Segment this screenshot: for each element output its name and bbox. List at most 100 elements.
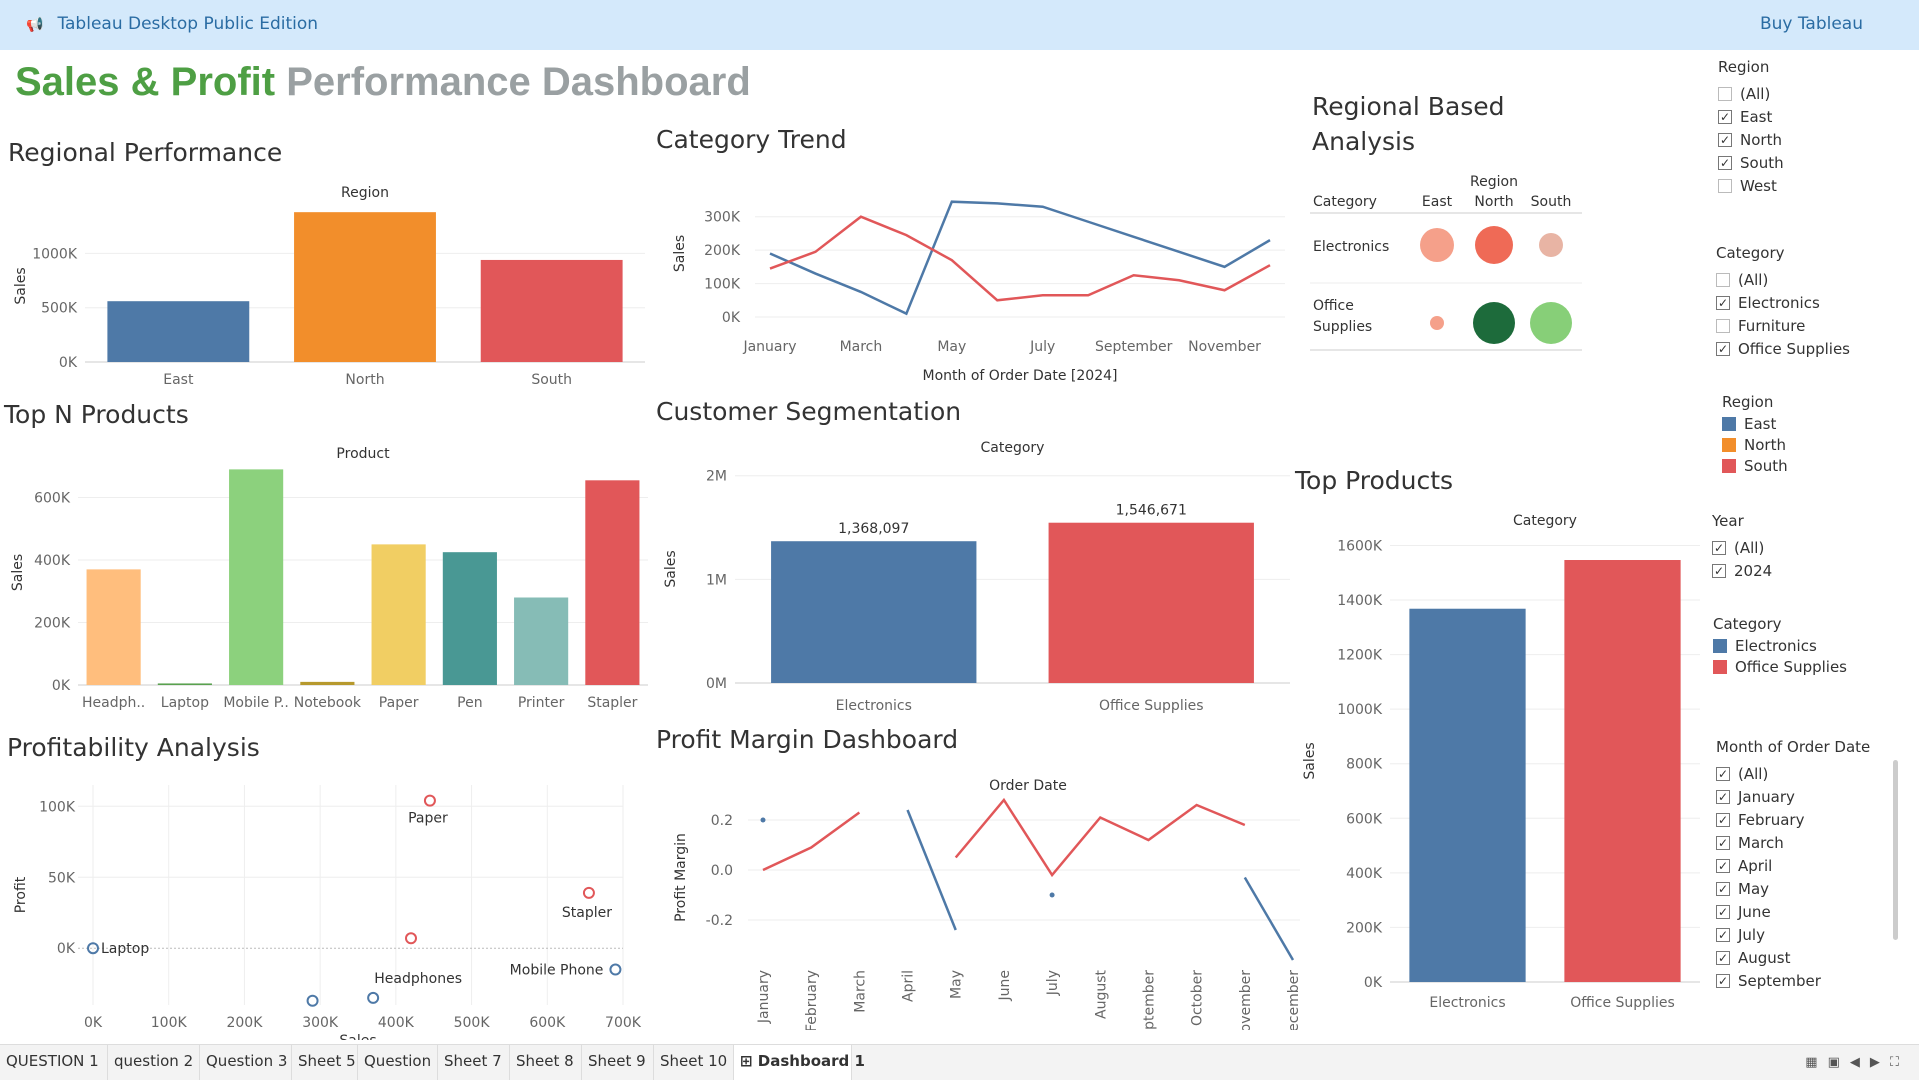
series-line-1[interactable] <box>954 797 1246 878</box>
filter-option[interactable]: ✓ South <box>1718 151 1784 174</box>
sheet-tab[interactable]: Sheet 10 <box>654 1045 734 1080</box>
next-icon[interactable]: ▶ <box>1869 1055 1890 1070</box>
scatter-point[interactable] <box>582 886 595 899</box>
grid-view-icon[interactable]: ▦ <box>1805 1055 1828 1070</box>
prev-icon[interactable]: ◀ <box>1849 1055 1870 1070</box>
filter-option[interactable]: ✓ April <box>1716 854 1870 877</box>
scatter-point[interactable] <box>423 794 436 807</box>
checkbox-checked[interactable]: ✓ <box>1716 295 1730 310</box>
scatter-point[interactable] <box>87 942 99 955</box>
bar-pen[interactable] <box>442 552 497 685</box>
series-line-0[interactable] <box>906 809 957 931</box>
sheet-tab[interactable]: question 2 <box>108 1045 200 1080</box>
scatter-point[interactable] <box>367 991 380 1004</box>
checkbox-checked[interactable]: ✓ <box>1716 904 1730 919</box>
filter-option[interactable]: ✓ East <box>1718 105 1784 128</box>
checkbox-checked[interactable]: ✓ <box>1716 812 1730 827</box>
bubble[interactable] <box>1430 316 1444 330</box>
top-n-products-chart[interactable]: Product Sales 0K 200K 400K 600K Headph.. Laptop… <box>0 440 650 710</box>
sheet-tab[interactable]: Question 3 <box>200 1045 292 1080</box>
filter-option[interactable]: ✓ September <box>1716 969 1870 992</box>
sheet-tab[interactable]: Sheet 7 <box>438 1045 510 1080</box>
bar-headph-[interactable] <box>86 569 141 685</box>
filter-option[interactable]: (All) <box>1718 82 1784 105</box>
checkbox-checked[interactable]: ✓ <box>1716 789 1730 804</box>
bubble[interactable] <box>1420 228 1454 262</box>
checkbox-checked[interactable]: ✓ <box>1716 881 1730 896</box>
bar-printer[interactable] <box>514 597 569 686</box>
checkbox-checked[interactable]: ✓ <box>1716 341 1730 356</box>
scatter-point[interactable] <box>609 963 622 976</box>
checkbox-unchecked[interactable] <box>1718 178 1732 193</box>
bar-mobile-p-[interactable] <box>229 469 284 685</box>
month-of-order-date-filter[interactable]: Month of Order Date ✓ (All) ✓ January ✓ Februa… <box>1716 738 1870 992</box>
checkbox-unchecked[interactable] <box>1716 272 1730 287</box>
regional-performance-chart[interactable]: Region Sales 0K 500K 1000K East North South <box>0 180 650 390</box>
sheet-tab[interactable]: Question <box>358 1045 438 1080</box>
bar-laptop[interactable] <box>157 683 212 685</box>
sheet-tab[interactable]: Sheet 9 <box>582 1045 654 1080</box>
top-products-chart[interactable]: Category Sales 0K 200K 400K 600K 800K 1000K 1200… <box>1290 505 1710 1015</box>
filter-option[interactable]: ✓ August <box>1716 946 1870 969</box>
profitability-scatter-chart[interactable]: 0K 100K 200K 300K 400K 500K 600K 700K 0K 50K 100K S… <box>0 775 650 1040</box>
checkbox-checked[interactable]: ✓ <box>1718 109 1732 124</box>
sheet-tab[interactable]: ⊞ Dashboard 1 <box>734 1045 865 1080</box>
category-trend-chart[interactable]: Sales 0K 100K 200K 300K January March May July Se… <box>650 180 1300 390</box>
category-filter[interactable]: Category (All) ✓ Electronics Furniture ✓ Offic… <box>1716 244 1850 360</box>
filter-option[interactable]: ✓ (All) <box>1712 536 1772 559</box>
view-controls[interactable]: ▦▣◀▶⛶ <box>1805 1055 1909 1070</box>
checkbox-checked[interactable]: ✓ <box>1716 835 1730 850</box>
filter-option[interactable]: ✓ North <box>1718 128 1784 151</box>
bar-notebook[interactable] <box>300 681 355 685</box>
bar-electronics[interactable] <box>1409 608 1526 982</box>
bar-paper[interactable] <box>371 544 426 685</box>
customer-segmentation-chart[interactable]: Category Sales 0M 1M 2M Electronics 1,368,097 O… <box>650 435 1300 720</box>
bubble[interactable] <box>1473 302 1515 344</box>
series-line-0[interactable] <box>1243 876 1295 961</box>
filter-option[interactable]: ✓ July <box>1716 923 1870 946</box>
sheet-tab[interactable]: Sheet 8 <box>510 1045 582 1080</box>
series-point-0[interactable] <box>760 817 766 823</box>
bubble[interactable] <box>1475 226 1513 264</box>
fit-icon[interactable]: ⛶ <box>1889 1055 1909 1070</box>
filter-option[interactable]: ✓ 2024 <box>1712 559 1772 582</box>
bubble[interactable] <box>1539 233 1563 257</box>
checkbox-checked[interactable]: ✓ <box>1716 766 1730 781</box>
checkbox-checked[interactable]: ✓ <box>1712 563 1726 578</box>
series-point-0[interactable] <box>1049 892 1055 898</box>
bar-east[interactable] <box>107 301 250 362</box>
month-filter-scrollbar[interactable] <box>1893 760 1898 940</box>
regional-based-analysis-table[interactable]: Region Category East North South Electronics O… <box>1300 165 1590 365</box>
series-line-1[interactable] <box>769 215 1271 302</box>
sheet-tab[interactable]: QUESTION 1 <box>0 1045 108 1080</box>
filter-option[interactable]: ✓ February <box>1716 808 1870 831</box>
checkbox-unchecked[interactable] <box>1718 86 1732 101</box>
sheet-tab[interactable]: Sheet 5 <box>292 1045 358 1080</box>
filter-option[interactable]: ✓ March <box>1716 831 1870 854</box>
checkbox-checked[interactable]: ✓ <box>1716 858 1730 873</box>
bar-north[interactable] <box>294 212 436 362</box>
filter-option[interactable]: West <box>1718 174 1784 197</box>
profit-margin-chart[interactable]: Order Date Profit Margin -0.2 0.0 0.2 January… <box>650 765 1300 1030</box>
checkbox-checked[interactable]: ✓ <box>1718 155 1732 170</box>
filter-option[interactable]: ✓ Office Supplies <box>1716 337 1850 360</box>
checkbox-checked[interactable]: ✓ <box>1716 927 1730 942</box>
filter-option[interactable]: ✓ (All) <box>1716 762 1870 785</box>
filter-option[interactable]: ✓ June <box>1716 900 1870 923</box>
series-line-0[interactable] <box>769 200 1271 316</box>
buy-tableau-link[interactable]: Buy Tableau <box>1759 14 1863 34</box>
filter-option[interactable]: ✓ January <box>1716 785 1870 808</box>
film-strip-icon[interactable]: ▣ <box>1827 1055 1850 1070</box>
region-filter[interactable]: Region (All) ✓ East ✓ North ✓ South West <box>1718 58 1784 197</box>
checkbox-unchecked[interactable] <box>1716 318 1730 333</box>
filter-option[interactable]: (All) <box>1716 268 1850 291</box>
checkbox-checked[interactable]: ✓ <box>1712 540 1726 555</box>
bar-office-supplies[interactable] <box>1564 560 1681 982</box>
bubble[interactable] <box>1530 302 1572 344</box>
scatter-point[interactable] <box>306 994 319 1007</box>
filter-option[interactable]: ✓ Electronics <box>1716 291 1850 314</box>
scatter-point[interactable] <box>405 932 417 945</box>
bar-stapler[interactable] <box>585 480 640 685</box>
bar-electronics[interactable] <box>771 541 977 683</box>
year-filter[interactable]: Year ✓ (All) ✓ 2024 <box>1712 512 1772 582</box>
